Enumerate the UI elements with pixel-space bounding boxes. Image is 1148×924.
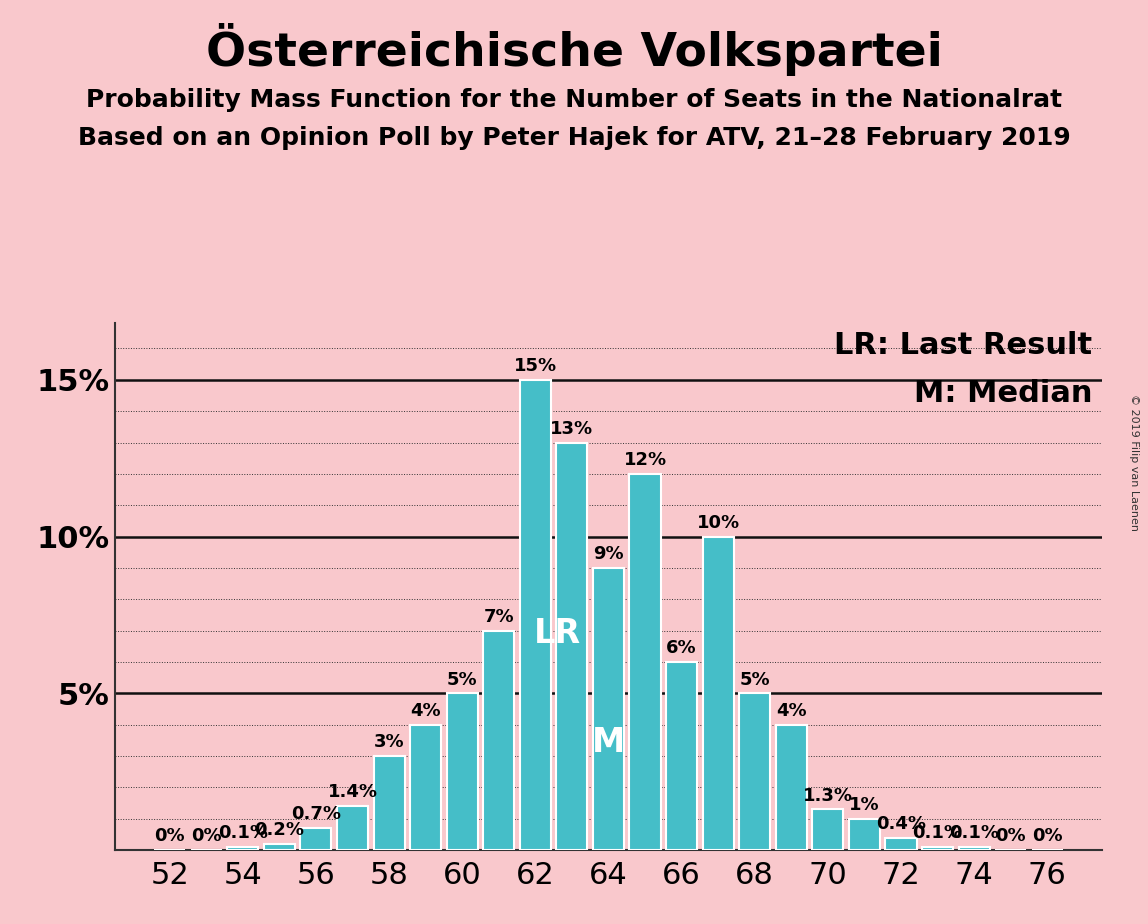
Text: © 2019 Filip van Laenen: © 2019 Filip van Laenen: [1130, 394, 1139, 530]
Text: 1%: 1%: [850, 796, 879, 814]
Bar: [410, 724, 441, 850]
Text: 0%: 0%: [191, 827, 222, 845]
Bar: [885, 837, 916, 850]
Text: M: Median: M: Median: [914, 379, 1092, 407]
Bar: [264, 844, 295, 850]
Bar: [483, 631, 514, 850]
Text: 3%: 3%: [374, 734, 404, 751]
Text: 13%: 13%: [550, 419, 594, 438]
Bar: [739, 693, 770, 850]
Text: 0.4%: 0.4%: [876, 815, 926, 833]
Text: 0%: 0%: [1032, 827, 1063, 845]
Text: Based on an Opinion Poll by Peter Hajek for ATV, 21–28 February 2019: Based on an Opinion Poll by Peter Hajek …: [78, 126, 1070, 150]
Text: 4%: 4%: [410, 702, 441, 720]
Bar: [520, 380, 551, 850]
Text: 0.2%: 0.2%: [255, 821, 304, 839]
Text: LR: Last Result: LR: Last Result: [835, 332, 1092, 360]
Text: 10%: 10%: [697, 514, 739, 532]
Bar: [592, 568, 625, 850]
Bar: [848, 819, 881, 850]
Text: 12%: 12%: [623, 451, 667, 469]
Bar: [703, 537, 734, 850]
Bar: [959, 847, 990, 850]
Bar: [629, 474, 660, 850]
Bar: [227, 847, 258, 850]
Text: 0.1%: 0.1%: [949, 824, 999, 843]
Text: 0.7%: 0.7%: [290, 806, 341, 823]
Bar: [776, 724, 807, 850]
Text: 1.3%: 1.3%: [802, 786, 853, 805]
Text: 4%: 4%: [776, 702, 807, 720]
Text: M: M: [592, 726, 625, 760]
Bar: [447, 693, 478, 850]
Text: 9%: 9%: [594, 545, 623, 564]
Text: Österreichische Volkspartei: Österreichische Volkspartei: [205, 23, 943, 76]
Text: 5%: 5%: [739, 671, 770, 688]
Text: 0%: 0%: [154, 827, 185, 845]
Text: LR: LR: [534, 617, 581, 650]
Text: Probability Mass Function for the Number of Seats in the Nationalrat: Probability Mass Function for the Number…: [86, 88, 1062, 112]
Text: 6%: 6%: [666, 639, 697, 657]
Text: 0%: 0%: [995, 827, 1026, 845]
Bar: [301, 828, 332, 850]
Text: 0.1%: 0.1%: [218, 824, 267, 843]
Bar: [557, 443, 588, 850]
Text: 0.1%: 0.1%: [913, 824, 962, 843]
Text: 1.4%: 1.4%: [327, 784, 378, 801]
Text: 7%: 7%: [483, 608, 514, 626]
Bar: [922, 847, 953, 850]
Bar: [666, 662, 697, 850]
Text: 15%: 15%: [514, 358, 557, 375]
Bar: [373, 756, 404, 850]
Text: 5%: 5%: [447, 671, 478, 688]
Bar: [338, 806, 369, 850]
Bar: [813, 809, 844, 850]
